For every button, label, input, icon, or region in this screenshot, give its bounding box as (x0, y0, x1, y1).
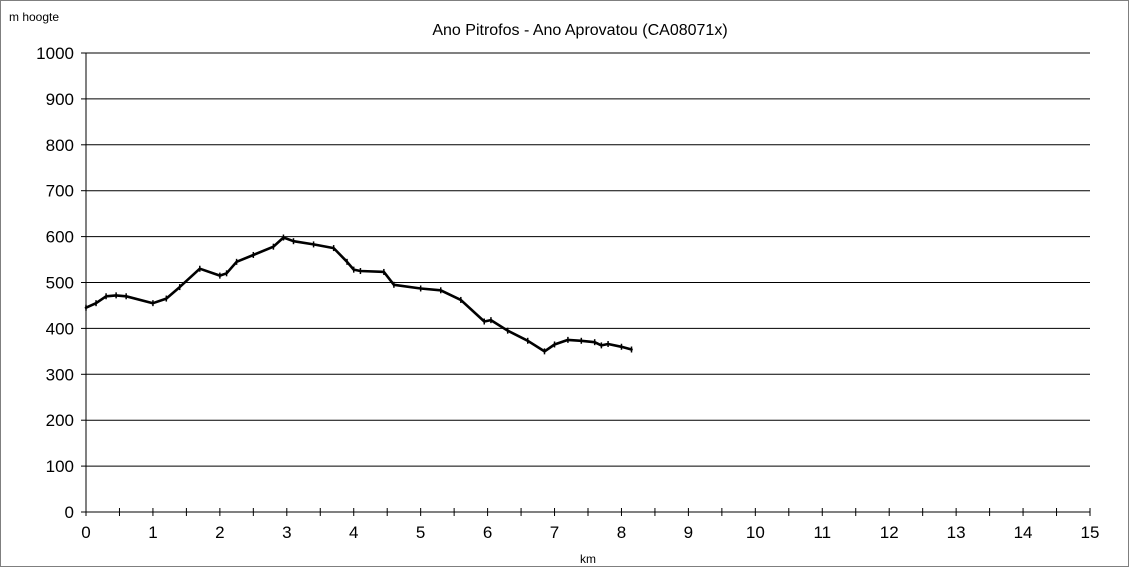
x-tick-label: 5 (416, 523, 425, 542)
y-axis-label: m hoogte (9, 10, 59, 24)
x-axis-label: km (580, 552, 596, 566)
x-tick-label: 7 (550, 523, 559, 542)
grid-lines (86, 52, 1090, 467)
y-tick-label: 100 (46, 457, 74, 476)
x-tick-label: 15 (1081, 523, 1100, 542)
series-layer (84, 234, 633, 355)
x-tick-label: 13 (947, 523, 966, 542)
x-tick-label: 4 (349, 523, 358, 542)
x-tick-label: 2 (215, 523, 224, 542)
y-tick-label: 0 (65, 503, 74, 522)
chart-title: Ano Pitrofos - Ano Aprovatou (CA08071x) (432, 22, 727, 39)
y-tick-label: 200 (46, 411, 74, 430)
y-tick-label: 400 (46, 319, 74, 338)
x-tick-label: 8 (617, 523, 626, 542)
x-tick-label: 9 (684, 523, 693, 542)
y-tick-label: 800 (46, 136, 74, 155)
x-tick-label: 11 (813, 523, 831, 542)
y-tick-label: 600 (46, 228, 74, 247)
x-tick-label: 1 (148, 523, 157, 542)
y-tick-label: 900 (46, 90, 74, 109)
x-tick-label: 3 (282, 523, 291, 542)
y-tick-label: 700 (46, 182, 74, 201)
axes (81, 52, 1091, 516)
y-tick-label: 300 (46, 365, 74, 384)
y-tick-label: 1000 (36, 44, 74, 63)
x-tick-label: 12 (880, 523, 899, 542)
x-tick-label: 14 (1014, 523, 1033, 542)
x-tick-label: 0 (81, 523, 90, 542)
x-tick-label: 10 (746, 523, 765, 542)
y-tick-label: 500 (46, 274, 74, 293)
x-tick-label: 6 (483, 523, 492, 542)
